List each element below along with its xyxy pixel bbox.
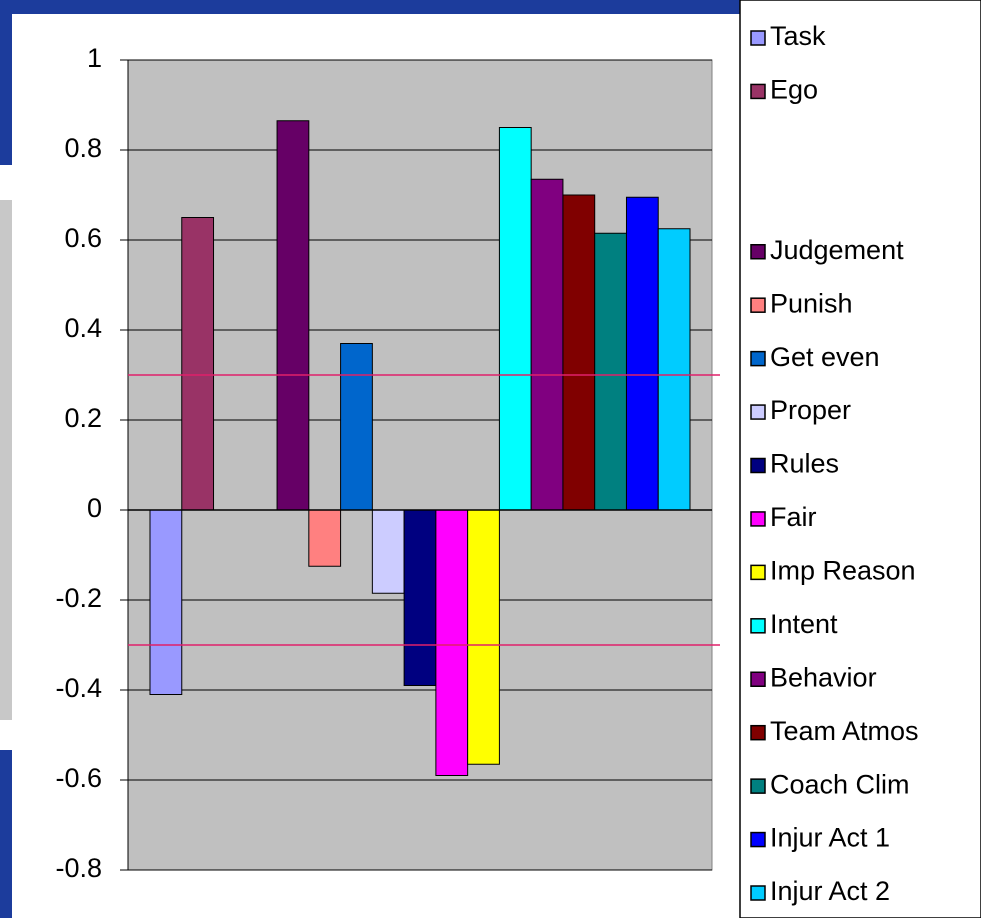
- bar: [181, 217, 215, 511]
- legend-swatch: [750, 404, 766, 420]
- legend-label: Proper: [770, 395, 851, 425]
- bar: [594, 232, 627, 511]
- legend-swatch: [750, 618, 766, 634]
- bar: [149, 509, 183, 695]
- legend-swatch: [750, 30, 766, 46]
- legend-label: Coach Clim: [770, 769, 910, 799]
- legend-swatch: [750, 885, 766, 901]
- legend-label: Rules: [770, 449, 839, 479]
- bar: [657, 228, 691, 511]
- bar: [435, 509, 469, 776]
- bar: [371, 509, 405, 594]
- legend-label: Behavior: [770, 662, 877, 692]
- slide-box-inner: [0, 200, 12, 720]
- legend-swatch: [750, 564, 766, 581]
- legend-label: Get even: [770, 342, 880, 372]
- y-tick-label: -0.4: [55, 673, 102, 703]
- legend-swatch: [750, 297, 766, 313]
- legend-swatch: [750, 457, 766, 474]
- bar: [403, 509, 437, 686]
- y-tick-label: 0: [87, 493, 102, 523]
- bar: [562, 194, 596, 511]
- legend-label: Team Atmos: [770, 716, 919, 746]
- legend-swatch: [750, 778, 766, 794]
- y-tick-label: -0.8: [55, 853, 102, 883]
- legend-label: Punish: [770, 288, 853, 318]
- legend-label: Imp Reason: [770, 556, 916, 586]
- legend-swatch: [750, 350, 766, 367]
- y-tick-label: 1: [87, 43, 102, 73]
- y-tick-label: 0.2: [64, 403, 102, 433]
- y-tick-label: -0.6: [55, 763, 102, 793]
- legend-label: Injur Act 1: [770, 823, 890, 853]
- legend-box: [739, 0, 981, 918]
- bar: [467, 509, 500, 765]
- legend-label: Fair: [770, 502, 817, 532]
- legend-swatch: [750, 511, 766, 527]
- legend-label: Judgement: [770, 235, 904, 265]
- y-tick-label: -0.2: [55, 583, 102, 613]
- bar: [530, 178, 564, 511]
- legend-swatch: [750, 724, 766, 741]
- y-tick-label: 0.6: [64, 223, 102, 253]
- y-tick-label: 0.4: [64, 313, 102, 343]
- y-tick-label: 0.8: [64, 133, 102, 163]
- legend-swatch: [750, 671, 766, 687]
- legend-label: Ego: [770, 75, 818, 105]
- bar: [276, 120, 310, 511]
- bar: [625, 196, 659, 511]
- legend-label: Injur Act 2: [770, 876, 890, 906]
- bar: [340, 343, 373, 511]
- bar: [308, 509, 342, 567]
- legend-label: Task: [770, 21, 826, 51]
- legend-label: Intent: [770, 609, 838, 639]
- bar: [498, 127, 532, 511]
- legend-swatch: [750, 83, 766, 100]
- slide-top-band: [0, 0, 981, 14]
- legend-swatch: [750, 831, 766, 848]
- legend-swatch: [750, 244, 766, 260]
